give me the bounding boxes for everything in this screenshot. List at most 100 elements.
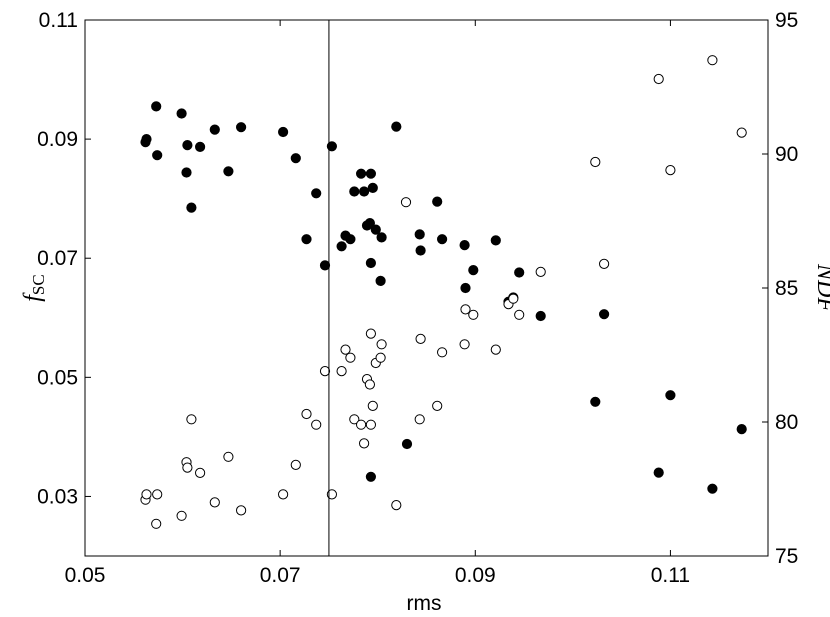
filled-point <box>181 167 192 178</box>
open-point <box>186 414 197 425</box>
y-right-tick-label: 95 <box>775 9 798 32</box>
open-point <box>432 400 443 411</box>
x-tick-label: 0.11 <box>651 564 690 587</box>
filled-point <box>301 234 312 245</box>
open-point <box>508 293 519 304</box>
open-point <box>340 344 351 355</box>
filled-point <box>345 234 356 245</box>
open-point <box>460 304 471 315</box>
y-axis-label-right: NDF <box>812 263 830 312</box>
open-point <box>209 497 220 508</box>
filled-point <box>414 229 425 240</box>
filled-point <box>364 218 375 229</box>
open-point <box>736 127 747 138</box>
filled-point <box>514 267 525 278</box>
filled-point <box>290 153 301 164</box>
open-point <box>319 366 331 377</box>
open-point <box>182 462 193 473</box>
open-point <box>152 489 163 500</box>
open-point <box>349 414 360 425</box>
y-axis-label-left-sub: SC <box>29 274 48 295</box>
x-axis-label: rms <box>407 592 442 615</box>
open-point <box>599 258 610 269</box>
filled-point <box>401 438 413 450</box>
y-right-tick-label: 80 <box>775 411 798 434</box>
open-point <box>365 328 376 339</box>
filled-point <box>376 232 387 243</box>
open-point <box>365 419 376 430</box>
open-point <box>367 400 378 411</box>
y-left-tick-label: 0.09 <box>37 128 78 151</box>
filled-point <box>359 186 370 197</box>
y-right-tick-label: 90 <box>775 143 798 166</box>
y-axis-label-left: fSC <box>20 274 48 301</box>
filled-point <box>182 140 193 151</box>
filled-point <box>278 126 289 138</box>
filled-point <box>141 134 152 145</box>
filled-point <box>236 122 247 133</box>
filled-point <box>152 150 163 161</box>
filled-point <box>356 168 367 179</box>
open-point <box>345 352 356 363</box>
filled-point <box>437 234 448 245</box>
filled-point <box>336 241 347 252</box>
filled-point <box>665 390 676 401</box>
filled-point <box>151 101 162 112</box>
open-point <box>176 510 187 521</box>
open-point <box>400 197 412 208</box>
open-point <box>278 489 289 500</box>
open-point <box>707 55 718 66</box>
y-left-tick-label: 0.07 <box>37 247 78 270</box>
open-point <box>468 309 479 320</box>
filled-point <box>460 282 471 294</box>
open-point <box>514 309 525 320</box>
open-point <box>535 266 546 277</box>
y-right-tick-label: 75 <box>775 545 798 568</box>
filled-point <box>707 483 718 494</box>
open-point <box>195 467 206 478</box>
filled-point <box>391 121 402 132</box>
open-point <box>590 156 601 168</box>
filled-point <box>311 188 322 199</box>
y-right-tick-label: 85 <box>775 277 798 300</box>
open-point <box>437 347 448 358</box>
open-point <box>665 165 676 176</box>
open-point <box>414 414 425 425</box>
open-point <box>301 408 312 420</box>
filled-point <box>490 235 501 246</box>
open-point <box>356 419 367 430</box>
y-left-tick-label: 0.11 <box>39 9 78 32</box>
open-point <box>141 489 152 500</box>
filled-point <box>432 196 443 207</box>
filled-point <box>535 310 546 322</box>
open-point <box>375 352 386 363</box>
filled-point <box>349 186 360 197</box>
ticks-layer: 0.05 0.07 0.09 0.11 0.03 0.05 0.07 0.09 0.11 75 80… <box>37 9 798 587</box>
open-point <box>359 438 370 449</box>
filled-point <box>186 202 197 213</box>
filled-point <box>365 257 376 269</box>
open-point <box>326 489 337 500</box>
y-left-tick-label: 0.03 <box>37 485 78 508</box>
filled-point <box>176 108 187 119</box>
y-axis-label-left-main: f <box>20 292 46 302</box>
open-point <box>223 451 234 462</box>
open-point <box>459 339 470 350</box>
filled-point <box>365 471 376 482</box>
filled-point <box>365 168 376 179</box>
open-point <box>236 505 247 516</box>
filled-point <box>370 224 381 235</box>
x-tick-label: 0.05 <box>65 564 106 587</box>
open-point <box>290 459 301 470</box>
x-tick-label: 0.07 <box>260 564 301 587</box>
filled-point <box>367 182 378 193</box>
filled-point <box>599 309 610 320</box>
plot-frame <box>84 19 769 557</box>
filled-point <box>468 265 479 276</box>
open-point <box>336 366 347 377</box>
filled-point <box>375 275 386 286</box>
filled-point <box>326 141 337 152</box>
open-point <box>364 379 375 390</box>
filled-point <box>223 166 234 177</box>
